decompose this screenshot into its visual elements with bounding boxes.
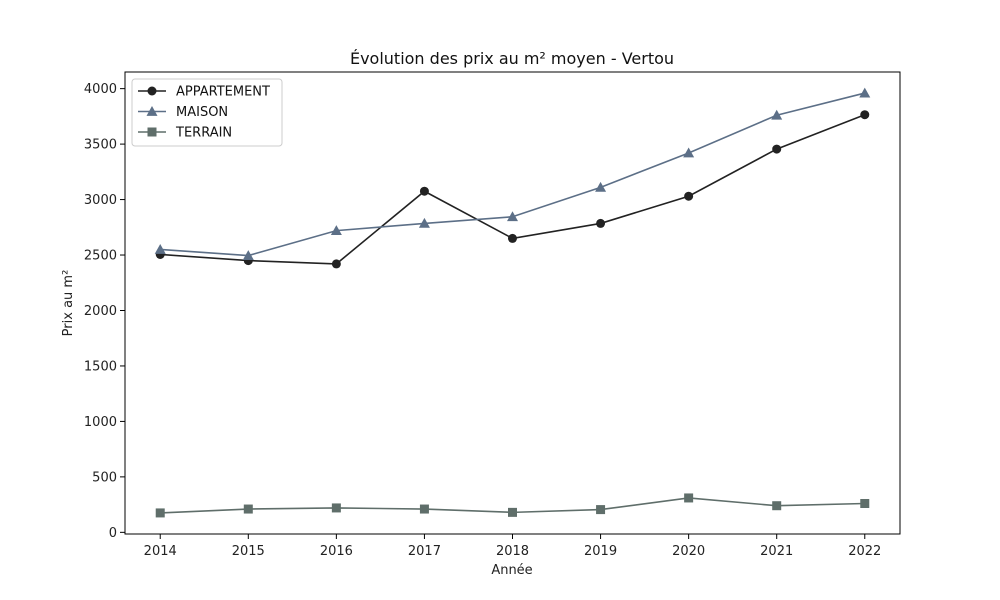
data-point <box>330 225 342 236</box>
legend-label: APPARTEMENT <box>176 85 270 100</box>
y-tick-label: 2000 <box>84 304 117 319</box>
x-axis: 2014 2015 2016 2017 2018 2019 2020 2021 2022 <box>144 534 881 559</box>
data-point <box>155 508 165 518</box>
x-tick-label: 2016 <box>320 544 353 559</box>
x-tick-label: 2019 <box>584 544 617 559</box>
x-axis-label: Année <box>491 563 532 578</box>
data-point <box>596 218 606 228</box>
data-point <box>683 147 695 158</box>
data-point <box>419 504 429 514</box>
y-tick-label: 2500 <box>84 249 117 264</box>
data-point <box>859 87 871 98</box>
legend: APPARTEMENT MAISON TERRAIN <box>131 78 283 147</box>
x-tick-label: 2014 <box>144 544 177 559</box>
legend-item: APPARTEMENT <box>138 85 270 100</box>
data-point <box>860 110 870 120</box>
y-tick-label: 3500 <box>84 138 117 153</box>
data-point <box>508 507 517 517</box>
legend-label: MAISON <box>176 105 228 120</box>
y-tick-label: 4000 <box>84 82 117 97</box>
x-tick-label: 2022 <box>848 544 881 559</box>
chart-title: Évolution des prix au m² moyen - Vertou <box>350 49 674 68</box>
data-point <box>596 505 606 515</box>
data-point <box>507 211 518 222</box>
x-tick-label: 2017 <box>408 544 441 559</box>
series-layer <box>154 87 871 518</box>
legend-marker <box>147 86 157 96</box>
legend-label: TERRAIN <box>175 126 232 141</box>
x-tick-label: 2020 <box>672 544 705 559</box>
data-point <box>684 493 694 503</box>
y-tick-label: 500 <box>92 470 117 485</box>
series-maison <box>154 87 871 260</box>
x-tick-label: 2015 <box>232 544 265 559</box>
x-tick-label: 2018 <box>496 544 529 559</box>
data-point <box>771 109 783 120</box>
y-tick-label: 1500 <box>84 359 117 374</box>
y-tick-label: 3000 <box>84 193 117 208</box>
data-point <box>331 503 341 513</box>
y-axis: 0 500 1000 1500 2000 2500 3000 3500 4000 <box>84 82 125 541</box>
legend-marker <box>146 106 158 116</box>
data-point <box>684 191 694 201</box>
y-axis-label: Prix au m² <box>61 270 76 337</box>
data-point <box>243 504 253 514</box>
data-point <box>508 233 517 243</box>
data-point <box>595 181 607 192</box>
series-terrain <box>155 493 870 518</box>
data-point <box>154 243 166 254</box>
data-point <box>860 498 870 508</box>
legend-marker <box>147 127 157 137</box>
data-point <box>419 186 429 196</box>
y-tick-label: 0 <box>109 526 117 541</box>
legend-box <box>131 78 283 147</box>
legend-item: MAISON <box>138 105 228 120</box>
data-point <box>331 259 341 269</box>
legend-item: TERRAIN <box>138 126 232 141</box>
y-tick-label: 1000 <box>84 415 117 430</box>
data-point <box>772 144 782 154</box>
data-point <box>772 501 782 511</box>
x-tick-label: 2021 <box>760 544 793 559</box>
data-point <box>242 250 254 260</box>
data-point <box>418 217 430 228</box>
